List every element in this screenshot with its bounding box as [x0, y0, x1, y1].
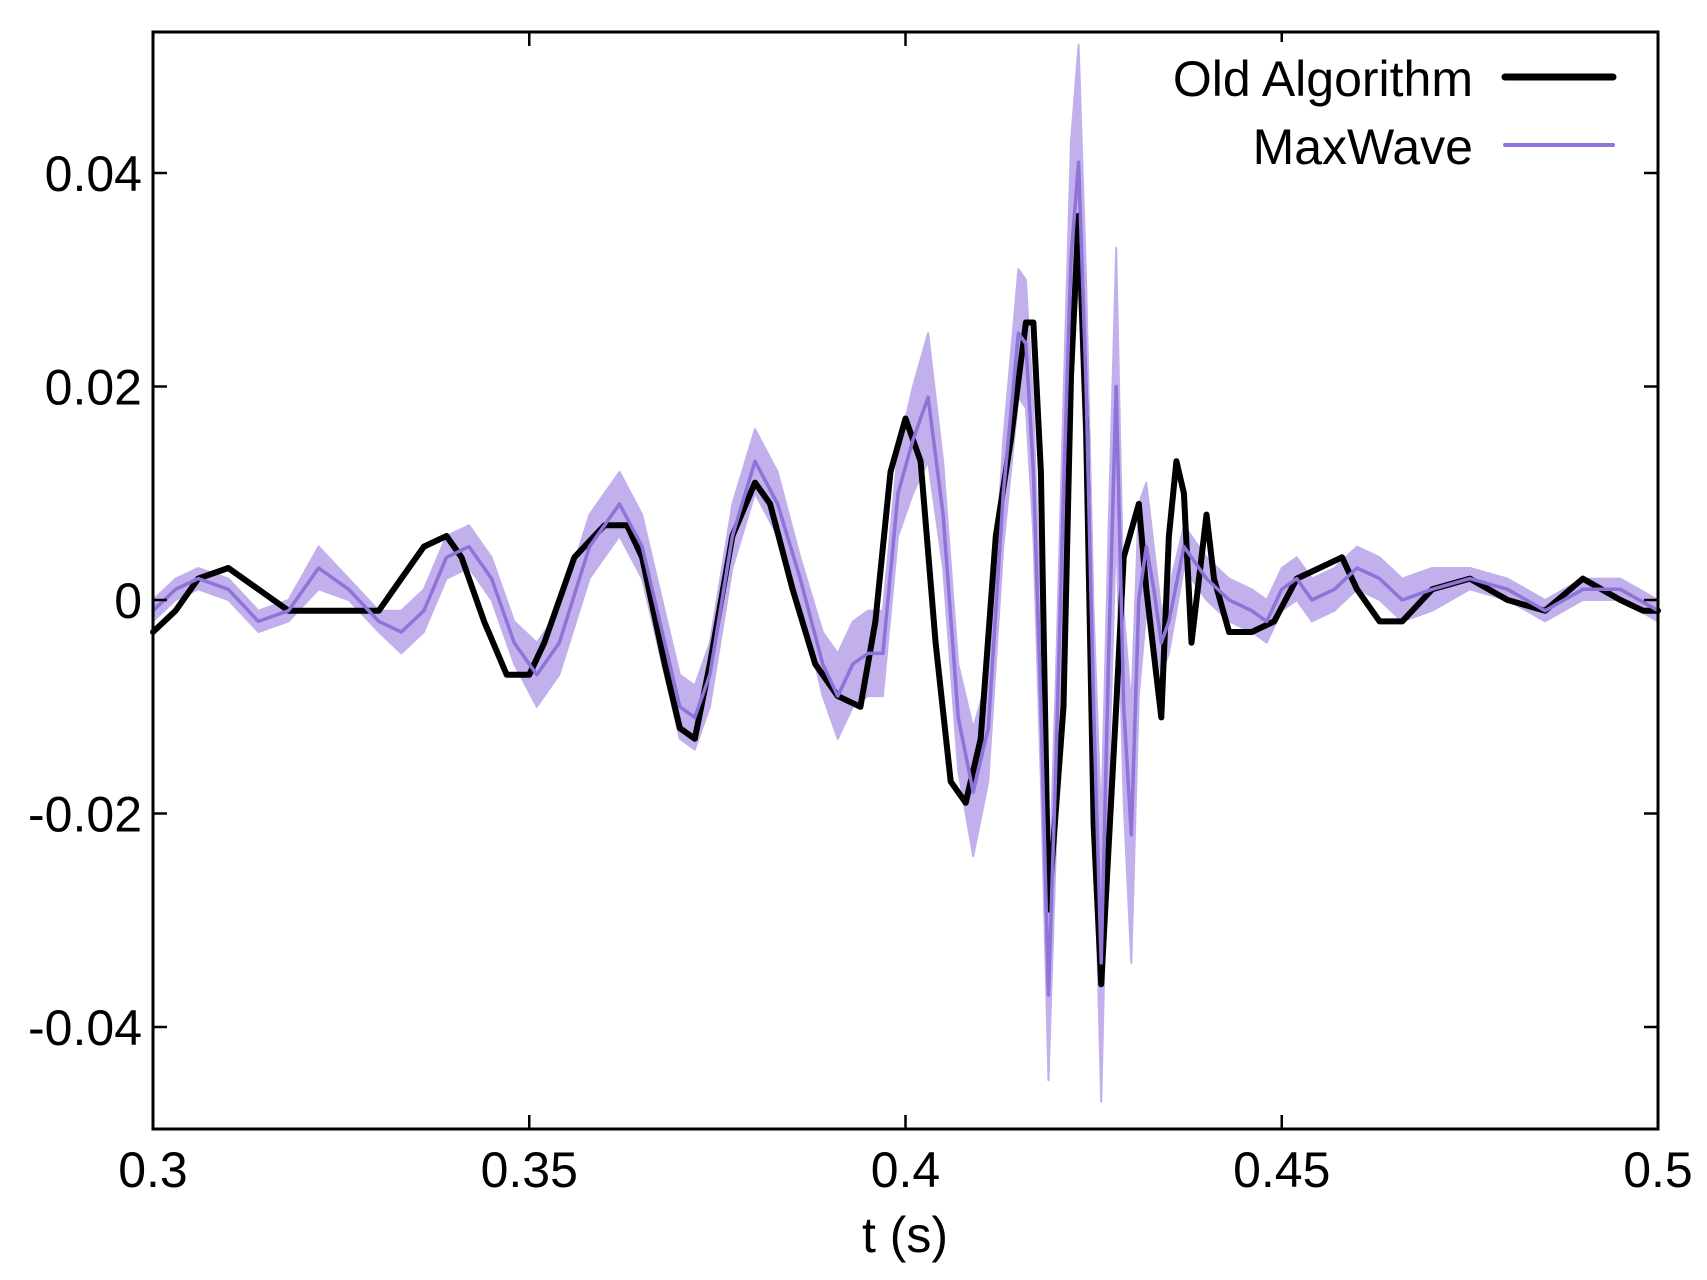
y-tick-label: -0.02 [28, 787, 142, 843]
series-line-maxwave [151, 160, 1660, 997]
y-tick-label: 0.04 [45, 146, 142, 202]
legend-label-maxwave: MaxWave [1253, 119, 1473, 175]
x-axis-label: t (s) [862, 1207, 948, 1263]
x-tick-label: 0.5 [1623, 1142, 1693, 1198]
x-tick-label: 0.4 [871, 1142, 941, 1198]
y-tick-label: -0.04 [28, 1000, 142, 1056]
axis-ticks [151, 32, 1660, 1129]
x-tick-label: 0.3 [118, 1142, 188, 1198]
series-line-old-algorithm [150, 212, 1661, 988]
legend: Old Algorithm MaxWave [1110, 42, 1630, 182]
x-tick-label: 0.45 [1233, 1142, 1330, 1198]
legend-box [1110, 42, 1630, 182]
y-tick-label: 0.02 [45, 360, 142, 416]
series-lines [150, 160, 1661, 997]
y-tick-labels: -0.04 -0.02 0 0.02 0.04 [28, 146, 142, 1056]
x-tick-label: 0.35 [481, 1142, 578, 1198]
x-tick-labels: 0.3 0.35 0.4 0.45 0.5 [118, 1142, 1693, 1198]
y-tick-label: 0 [114, 573, 142, 629]
legend-label-old-algorithm: Old Algorithm [1173, 51, 1473, 107]
